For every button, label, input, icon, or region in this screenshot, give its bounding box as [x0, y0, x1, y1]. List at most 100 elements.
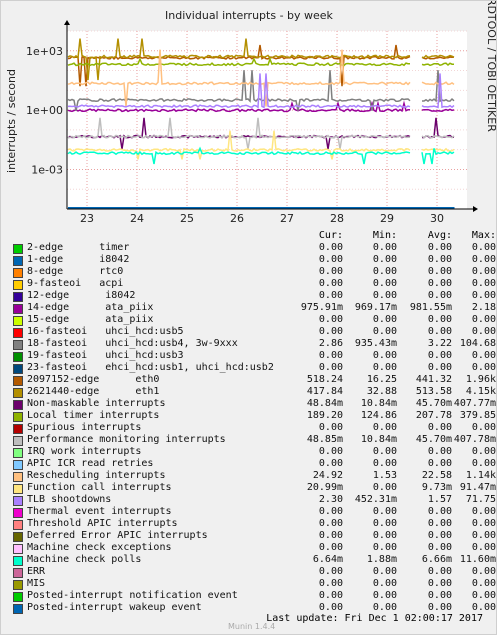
- legend-swatch: [13, 580, 23, 590]
- legend-value-max: 379.85: [459, 410, 496, 421]
- rrdtool-side-label: RRDTOOL / TOBI OETIKER: [485, 1, 497, 132]
- series-line: [67, 130, 455, 160]
- series-line: [67, 44, 455, 87]
- legend-value-avg: 0.00: [427, 590, 452, 601]
- legend-label: MIS: [27, 578, 46, 589]
- legend-value-min: 0.00: [372, 578, 397, 589]
- legend-row: 2-edge timer 0.00 0.00 0.00 0.00: [13, 242, 496, 254]
- header-avg: Avg:: [427, 230, 452, 241]
- legend-label: 14-edge ata_piix: [27, 302, 154, 313]
- legend-value-avg: 207.78: [415, 410, 452, 421]
- legend-value-min: 0.00: [372, 446, 397, 457]
- legend-value-cur: 48.84m: [306, 398, 343, 409]
- legend-value-cur: 48.85m: [306, 434, 343, 445]
- legend-value-max: 0.00: [471, 326, 496, 337]
- legend-value-avg: 981.55m: [409, 302, 452, 313]
- y-axis-arrow: [64, 20, 70, 25]
- legend-row: 2097152-edge eth0 518.24 16.25 441.32 1.96k: [13, 374, 496, 386]
- legend-swatch: [13, 256, 23, 266]
- legend-swatch: [13, 388, 23, 398]
- series-layer: [67, 38, 455, 209]
- legend-value-min: 124.86: [360, 410, 397, 421]
- chart-plot: Individual interrupts - by week interrup…: [5, 1, 497, 225]
- x-tick-label: 28: [330, 212, 344, 225]
- legend-value-cur: 0.00: [318, 506, 343, 517]
- legend-swatch: [13, 544, 23, 554]
- series-line: [67, 56, 455, 67]
- legend-row: 23-fasteoi ehci_hcd:usb1, uhci_hcd:usb2 0…: [13, 362, 496, 374]
- legend-value-avg: 6.66m: [421, 554, 452, 565]
- legend-value-max: 0.00: [471, 506, 496, 517]
- legend-value-cur: 0.00: [318, 602, 343, 613]
- legend-value-min: 32.88: [366, 386, 397, 397]
- legend-value-avg: 0.00: [427, 566, 452, 577]
- legend-label: 18-fasteoi uhci_hcd:usb4, 3w-9xxx: [27, 338, 238, 349]
- legend-value-cur: 0.00: [318, 362, 343, 373]
- legend-value-cur: 2.86: [318, 338, 343, 349]
- legend-row: 14-edge ata_piix 975.91m 969.17m 981.55m 2.1…: [13, 302, 496, 314]
- legend-value-min: 0.00: [372, 350, 397, 361]
- legend-value-min: 10.84m: [360, 398, 397, 409]
- x-tick-label: 25: [180, 212, 194, 225]
- legend-row: Non-maskable interrupts 48.84m 10.84m 45.70…: [13, 398, 496, 410]
- legend-value-cur: 0.00: [318, 542, 343, 553]
- legend-value-max: 407.78m: [453, 434, 496, 445]
- legend-row: Spurious interrupts 0.00 0.00 0.00 0.00: [13, 422, 496, 434]
- legend-value-max: 0.00: [471, 254, 496, 265]
- series-line: [67, 38, 455, 81]
- legend-row: 9-fasteoi acpi 0.00 0.00 0.00 0.00: [13, 278, 496, 290]
- legend-value-cur: 0.00: [318, 458, 343, 469]
- legend-swatch: [13, 304, 23, 314]
- legend-swatch: [13, 376, 23, 386]
- legend-value-min: 1.88m: [366, 554, 397, 565]
- legend-swatch: [13, 244, 23, 254]
- legend-value-cur: 518.24: [306, 374, 343, 385]
- legend-row: 15-edge ata_piix 0.00 0.00 0.00 0.00: [13, 314, 496, 326]
- legend-row: Machine check polls 6.64m 1.88m 6.66m 11.60m: [13, 554, 496, 566]
- legend-swatch: [13, 424, 23, 434]
- legend-value-cur: 0.00: [318, 530, 343, 541]
- x-axis-arrow: [473, 206, 478, 212]
- legend-value-cur: 0.00: [318, 278, 343, 289]
- legend-row: Posted-interrupt notification event 0.00 0…: [13, 590, 496, 602]
- legend-swatch: [13, 556, 23, 566]
- legend-row: TLB shootdowns 2.30 452.31m 1.57 71.75: [13, 494, 496, 506]
- x-tick-label: 26: [230, 212, 244, 225]
- legend-label: Spurious interrupts: [27, 422, 142, 433]
- legend-value-max: 0.00: [471, 362, 496, 373]
- legend-swatch: [13, 412, 23, 422]
- legend-label: 12-edge i8042: [27, 290, 136, 301]
- legend-value-min: 969.17m: [354, 302, 397, 313]
- legend-value-max: 0.00: [471, 446, 496, 457]
- legend-row: Threshold APIC interrupts 0.00 0.00 0.00 0.0…: [13, 518, 496, 530]
- legend-value-max: 0.00: [471, 542, 496, 553]
- legend-row: APIC ICR read retries 0.00 0.00 0.00 0.00: [13, 458, 496, 470]
- legend-value-max: 0.00: [471, 590, 496, 601]
- legend-row: 18-fasteoi uhci_hcd:usb4, 3w-9xxx 2.86 935…: [13, 338, 496, 350]
- legend-value-avg: 9.73m: [421, 482, 452, 493]
- legend-label: 2097152-edge eth0: [27, 374, 160, 385]
- legend-row: Deferred Error APIC interrupts 0.00 0.00 0.…: [13, 530, 496, 542]
- series-line: [67, 73, 455, 109]
- legend-value-avg: 0.00: [427, 254, 452, 265]
- legend-value-cur: 975.91m: [300, 302, 343, 313]
- legend-swatch: [13, 364, 23, 374]
- legend-value-max: 104.68: [459, 338, 496, 349]
- legend-value-min: 0.00: [372, 254, 397, 265]
- legend-value-avg: 0.00: [427, 506, 452, 517]
- legend-row: ERR 0.00 0.00 0.00 0.00: [13, 566, 496, 578]
- legend-label: Non-maskable interrupts: [27, 398, 166, 409]
- legend-value-max: 11.60m: [459, 554, 496, 565]
- legend-value-avg: 0.00: [427, 578, 452, 589]
- legend-swatch: [13, 604, 23, 614]
- chart-title: Individual interrupts - by week: [165, 9, 334, 22]
- header-cur: Cur:: [318, 230, 343, 241]
- legend-label: 23-fasteoi ehci_hcd:usb1, uhci_hcd:usb2: [27, 362, 274, 373]
- legend-value-cur: 0.00: [318, 590, 343, 601]
- legend-value-avg: 0.00: [427, 602, 452, 613]
- legend-value-max: 0.00: [471, 422, 496, 433]
- legend-label: Deferred Error APIC interrupts: [27, 530, 208, 541]
- legend-swatch: [13, 496, 23, 506]
- legend-value-avg: 0.00: [427, 446, 452, 457]
- last-update: Last update: Fri Dec 1 02:00:17 2017: [266, 613, 483, 624]
